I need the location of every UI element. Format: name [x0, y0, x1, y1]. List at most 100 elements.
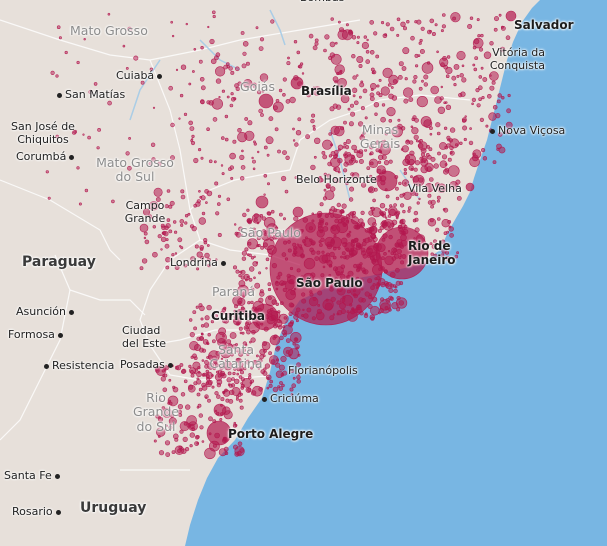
population-bubble — [323, 172, 327, 176]
population-bubble — [400, 148, 404, 151]
population-bubble — [297, 117, 302, 122]
population-bubble — [323, 188, 327, 192]
population-bubble — [340, 94, 350, 104]
state-label-minas-gerais: Minas Gerais — [359, 122, 401, 152]
population-bubble — [234, 223, 237, 226]
population-bubble — [198, 413, 204, 418]
population-bubble — [200, 85, 206, 91]
population-bubble — [388, 119, 393, 123]
population-bubble — [420, 116, 432, 127]
population-bubble — [259, 37, 265, 42]
population-bubble — [228, 66, 233, 71]
population-bubble — [412, 115, 417, 120]
population-bubble — [382, 219, 394, 231]
population-bubble — [449, 138, 460, 149]
population-bubble — [399, 193, 404, 198]
population-bubble — [426, 144, 430, 149]
population-bubble — [329, 106, 335, 112]
population-bubble — [278, 364, 285, 371]
population-bubble — [352, 75, 357, 80]
population-bubble — [294, 176, 298, 180]
border-line — [149, 19, 361, 61]
population-bubble — [394, 186, 399, 191]
population-bubble — [212, 367, 216, 371]
population-bubble — [234, 83, 239, 88]
population-bubble — [161, 225, 166, 231]
population-bubble — [227, 343, 233, 349]
population-bubble — [444, 167, 450, 173]
population-bubble — [200, 324, 205, 328]
city-label-san-jose-de-chiquitos: San José de Chiquitos — [11, 120, 75, 146]
population-bubble — [370, 88, 374, 92]
population-bubble — [189, 432, 196, 438]
population-bubble — [278, 212, 283, 217]
population-bubble — [349, 103, 354, 108]
population-bubble — [201, 211, 206, 216]
population-bubble — [180, 189, 185, 194]
population-bubble — [498, 13, 502, 17]
population-bubble — [204, 189, 209, 194]
population-bubble — [167, 401, 171, 405]
population-bubble — [282, 325, 286, 329]
population-bubble — [351, 53, 356, 59]
population-bubble — [294, 344, 300, 350]
population-bubble — [358, 64, 363, 69]
population-bubble — [402, 158, 410, 166]
population-bubble — [111, 199, 115, 204]
population-bubble — [426, 61, 431, 65]
population-bubble — [363, 313, 369, 318]
population-bubble — [281, 175, 287, 182]
population-bubble — [412, 79, 417, 84]
population-bubble — [400, 21, 406, 27]
population-bubble — [222, 334, 225, 338]
state-label-sao-paulo: São Paulo — [240, 225, 301, 240]
population-bubble — [344, 145, 350, 150]
city-label-resistencia: Resistencia — [44, 359, 114, 373]
population-bubble — [265, 257, 270, 262]
population-bubble — [45, 170, 49, 174]
population-bubble — [171, 450, 176, 455]
population-bubble — [312, 86, 323, 96]
population-bubble — [285, 350, 290, 354]
population-bubble — [492, 105, 498, 110]
population-bubble — [177, 237, 183, 243]
population-bubble — [369, 151, 374, 156]
population-bubble — [169, 200, 175, 206]
population-bubble — [436, 131, 441, 136]
population-bubble — [151, 157, 156, 162]
population-bubble — [260, 113, 264, 117]
population-bubble — [225, 359, 228, 363]
population-bubble — [251, 303, 279, 331]
population-bubble — [501, 95, 505, 100]
population-bubble — [381, 103, 386, 107]
population-bubble — [234, 304, 239, 309]
population-bubble — [279, 381, 283, 385]
population-bubble — [441, 154, 448, 160]
population-bubble — [310, 164, 316, 171]
state-label-rio-grande-do-sul: Rio Grande do Sul — [132, 390, 180, 434]
population-bubble — [133, 55, 139, 61]
population-bubble — [220, 397, 225, 402]
population-bubble — [78, 202, 82, 206]
population-bubble — [174, 365, 179, 370]
population-bubble — [263, 367, 267, 371]
population-bubble — [236, 372, 239, 376]
population-bubble — [267, 282, 272, 287]
population-bubble — [249, 266, 255, 272]
city-label-san-matias: San Matías — [57, 88, 125, 102]
population-bubble — [230, 353, 234, 357]
population-bubble — [201, 385, 208, 391]
population-bubble — [373, 31, 378, 36]
population-bubble — [337, 20, 341, 24]
population-bubble — [258, 108, 264, 114]
population-bubble — [162, 230, 167, 236]
population-bubble — [333, 177, 340, 184]
population-bubble — [367, 186, 375, 194]
population-bubble — [165, 265, 170, 270]
population-bubble — [239, 405, 244, 410]
population-bubble — [127, 26, 133, 32]
population-bubble — [489, 71, 499, 81]
population-bubble — [247, 301, 251, 305]
